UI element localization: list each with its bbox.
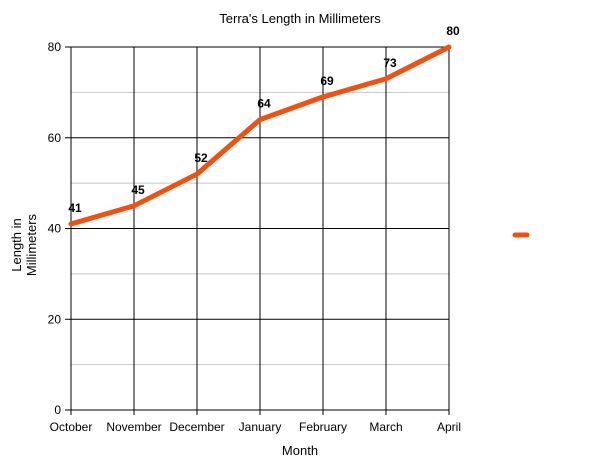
- x-tick-label: December: [169, 420, 224, 434]
- y-axis-title-line-1: Length in: [9, 218, 24, 272]
- series-line: [68, 44, 452, 227]
- x-axis-title: Month: [282, 443, 318, 458]
- data-label: 64: [257, 97, 271, 111]
- y-axis-ticks: 0 20 40 60 80: [48, 40, 62, 417]
- x-tick-label: April: [437, 420, 461, 434]
- x-tick-label: February: [299, 420, 347, 434]
- x-axis-ticks: October November December January February Ma…: [50, 410, 461, 434]
- x-tick-label: November: [106, 420, 161, 434]
- data-label: 69: [320, 74, 334, 88]
- data-label: 52: [194, 151, 208, 165]
- vertical-gridlines: [133, 47, 450, 410]
- data-label: 41: [68, 201, 82, 215]
- x-tick-label: March: [369, 420, 402, 434]
- data-label: 80: [446, 24, 460, 38]
- y-tick-label: 0: [54, 403, 61, 417]
- y-tick-label: 60: [48, 131, 62, 145]
- chart-title: Terra's Length in Millimeters: [219, 11, 381, 26]
- y-tick-label: 20: [48, 312, 62, 326]
- data-label: 73: [383, 56, 397, 70]
- data-labels: 41 45 52 64 69 73 80: [68, 24, 460, 215]
- y-tick-label: 40: [48, 222, 62, 236]
- x-tick-label: January: [239, 420, 282, 434]
- data-label: 45: [131, 183, 145, 197]
- series-group: [68, 44, 452, 227]
- x-tick-label: October: [50, 420, 93, 434]
- y-axis-title-line-2: Millimeters: [24, 213, 39, 276]
- y-tick-label: 80: [48, 40, 62, 54]
